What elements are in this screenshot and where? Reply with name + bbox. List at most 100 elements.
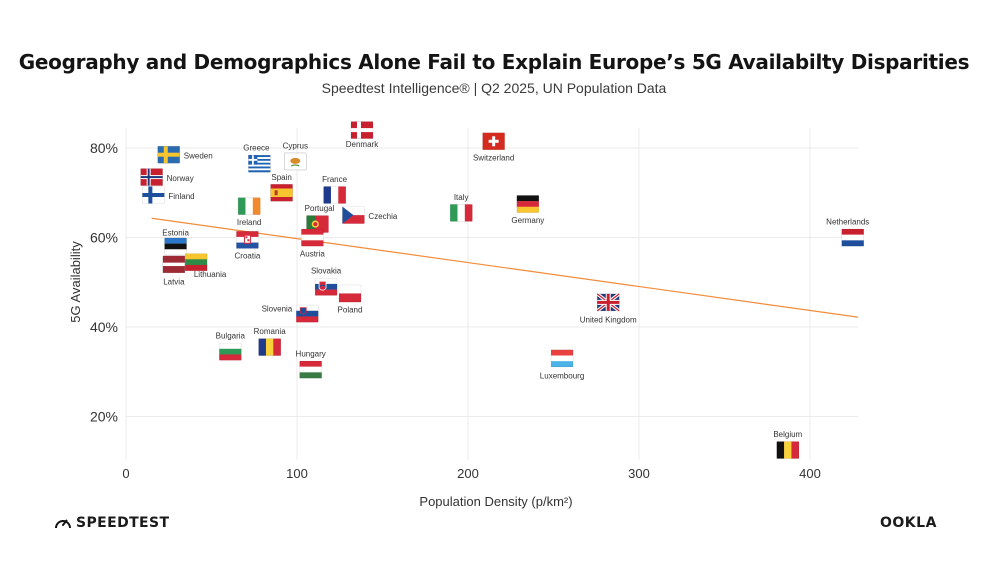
flag-point-slovakia	[314, 277, 338, 296]
point-label-italy: Italy	[454, 193, 469, 202]
flag-stripe	[238, 197, 246, 215]
point-label-france: France	[322, 175, 347, 184]
flag-stripe	[338, 186, 346, 204]
flag-point-belgium	[776, 441, 800, 459]
flag-stripe	[245, 197, 253, 215]
flag-stripe	[248, 168, 271, 171]
flag-point-slovenia	[295, 304, 319, 323]
flag-stripe	[841, 229, 864, 235]
flag-stripe	[219, 354, 242, 361]
flag-stripe	[248, 160, 271, 163]
point-label-slovenia: Slovenia	[262, 305, 293, 314]
point-label-cyprus: Cyprus	[283, 141, 308, 150]
flag-stripe	[219, 348, 242, 355]
point-label-romania: Romania	[254, 327, 287, 336]
flag-border	[258, 338, 281, 356]
flag-border	[482, 132, 505, 151]
point-label-slovakia: Slovakia	[311, 267, 342, 276]
flag-stripe	[185, 259, 208, 266]
flag-stripe	[450, 204, 458, 222]
flag-stripe	[248, 164, 271, 167]
flag-island	[290, 157, 301, 164]
y-tick-label: 20%	[90, 409, 118, 425]
point-label-netherlands: Netherlands	[826, 218, 869, 227]
flag-border	[449, 204, 473, 222]
flag-stripe	[301, 240, 324, 247]
x-tick-label: 400	[799, 466, 821, 481]
flag-stripe	[296, 310, 319, 317]
flag-emblem	[247, 239, 250, 242]
point-label-bulgaria: Bulgaria	[216, 332, 246, 341]
point-label-latvia: Latvia	[163, 277, 185, 286]
x-tick-label: 300	[628, 466, 650, 481]
flag-stripe	[248, 155, 271, 158]
flag-border	[350, 121, 374, 139]
flag-border	[516, 195, 540, 213]
flag-stripe	[330, 186, 339, 204]
flag-stripe	[784, 441, 792, 459]
point-label-spain: Spain	[271, 173, 291, 182]
flag-stripe	[516, 195, 539, 202]
x-tick-label: 100	[286, 466, 308, 481]
flag-emblem	[319, 284, 326, 287]
flag-point-latvia	[162, 255, 186, 274]
point-label-sweden: Sweden	[184, 152, 213, 161]
y-tick-label: 40%	[90, 319, 118, 335]
point-label-estonia: Estonia	[162, 228, 189, 237]
flag-stripe	[270, 188, 293, 197]
flag-stripe	[248, 170, 271, 173]
flag-border	[142, 186, 165, 204]
flag-stripe	[248, 162, 271, 165]
flag-stripe	[342, 215, 365, 224]
point-label-luxembourg: Luxembourg	[540, 371, 584, 380]
flag-stripe	[841, 234, 864, 241]
flag-point-luxembourg	[550, 349, 574, 368]
flag-border	[237, 197, 261, 215]
chart-subtitle: Speedtest Intelligence® | Q2 2025, UN Po…	[321, 80, 667, 96]
flag-point-czechia	[342, 206, 365, 224]
flag-cross	[597, 300, 620, 304]
flag-point-italy	[449, 204, 473, 222]
point-label-switzerland: Switzerland	[473, 153, 514, 162]
flag-border	[841, 228, 865, 247]
point-label-united-kingdom: United Kingdom	[580, 315, 637, 324]
flag-stripe	[301, 229, 324, 235]
y-tick-label: 80%	[90, 140, 118, 156]
flag-stripe	[248, 158, 271, 161]
point-label-belgium: Belgium	[773, 430, 802, 439]
point-label-greece: Greece	[243, 144, 270, 153]
flag-emblem	[245, 236, 248, 239]
flag-border	[776, 441, 800, 459]
flag-stripe	[236, 242, 259, 249]
flag-stripe	[464, 204, 473, 222]
flag-border	[342, 206, 365, 224]
point-label-ireland: Ireland	[237, 218, 261, 227]
flag-border	[299, 360, 322, 379]
flag-stripe	[342, 206, 365, 216]
flag-border	[550, 349, 574, 368]
flag-stripe	[301, 234, 324, 241]
point-label-germany: Germany	[511, 216, 544, 225]
flag-border	[283, 152, 307, 171]
flag-border	[301, 228, 324, 247]
flag-point-switzerland	[482, 132, 505, 151]
point-label-norway: Norway	[167, 174, 194, 183]
flag-cross	[488, 139, 499, 143]
flag-point-austria	[301, 228, 324, 247]
flag-stripe	[273, 338, 281, 356]
flag-stripe	[299, 366, 322, 373]
chart-title: Geography and Demographics Alone Fail to…	[18, 50, 970, 74]
flag-emblem	[313, 222, 318, 227]
flag-stripe	[299, 361, 322, 367]
flag-cross	[350, 128, 373, 133]
speedtest-logo: SPEEDTEST	[54, 515, 169, 531]
flag-stripe	[162, 262, 185, 267]
flag-stripe	[339, 293, 362, 303]
flag-point-france	[323, 186, 346, 204]
flag-stripe	[265, 338, 274, 356]
flag-branch	[291, 164, 300, 167]
flag-border	[323, 186, 346, 204]
flag-point-estonia	[164, 237, 187, 256]
flag-border	[164, 237, 187, 256]
flag-point-netherlands	[841, 228, 865, 247]
